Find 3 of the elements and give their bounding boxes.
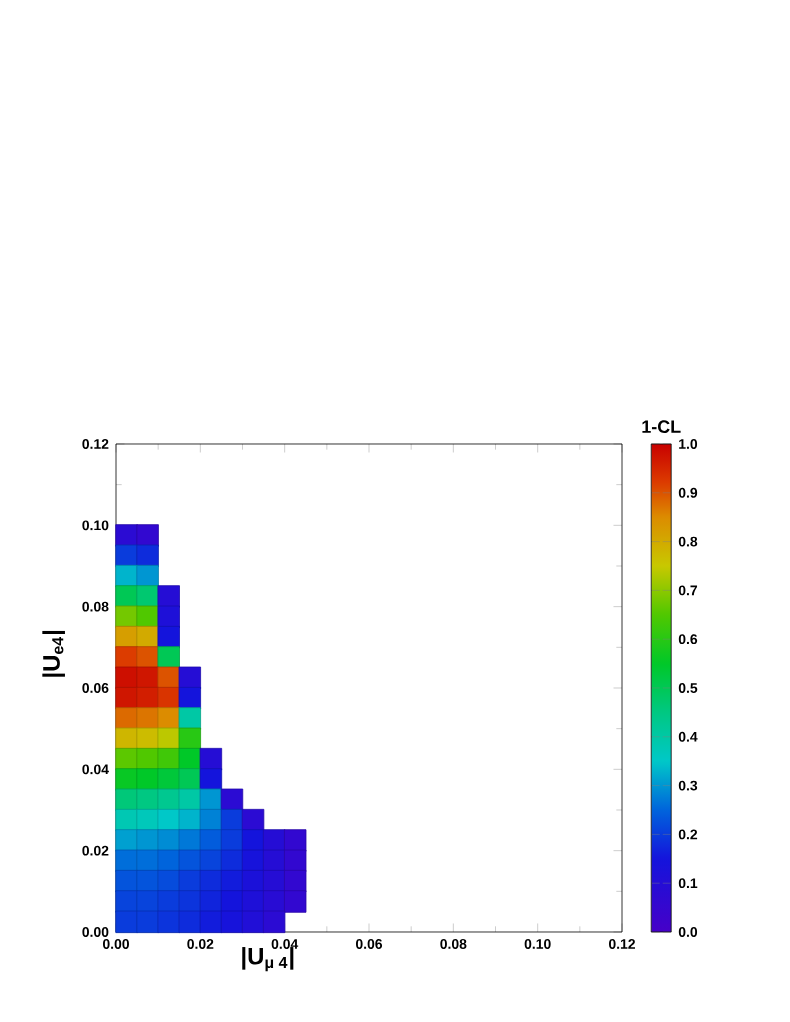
- y-axis-title: |U$_{e4}$|: [42, 630, 65, 677]
- x-axis-title: |U$_{μ 4}$|: [242, 947, 294, 972]
- color-bar-title: 1-CL: [642, 420, 681, 433]
